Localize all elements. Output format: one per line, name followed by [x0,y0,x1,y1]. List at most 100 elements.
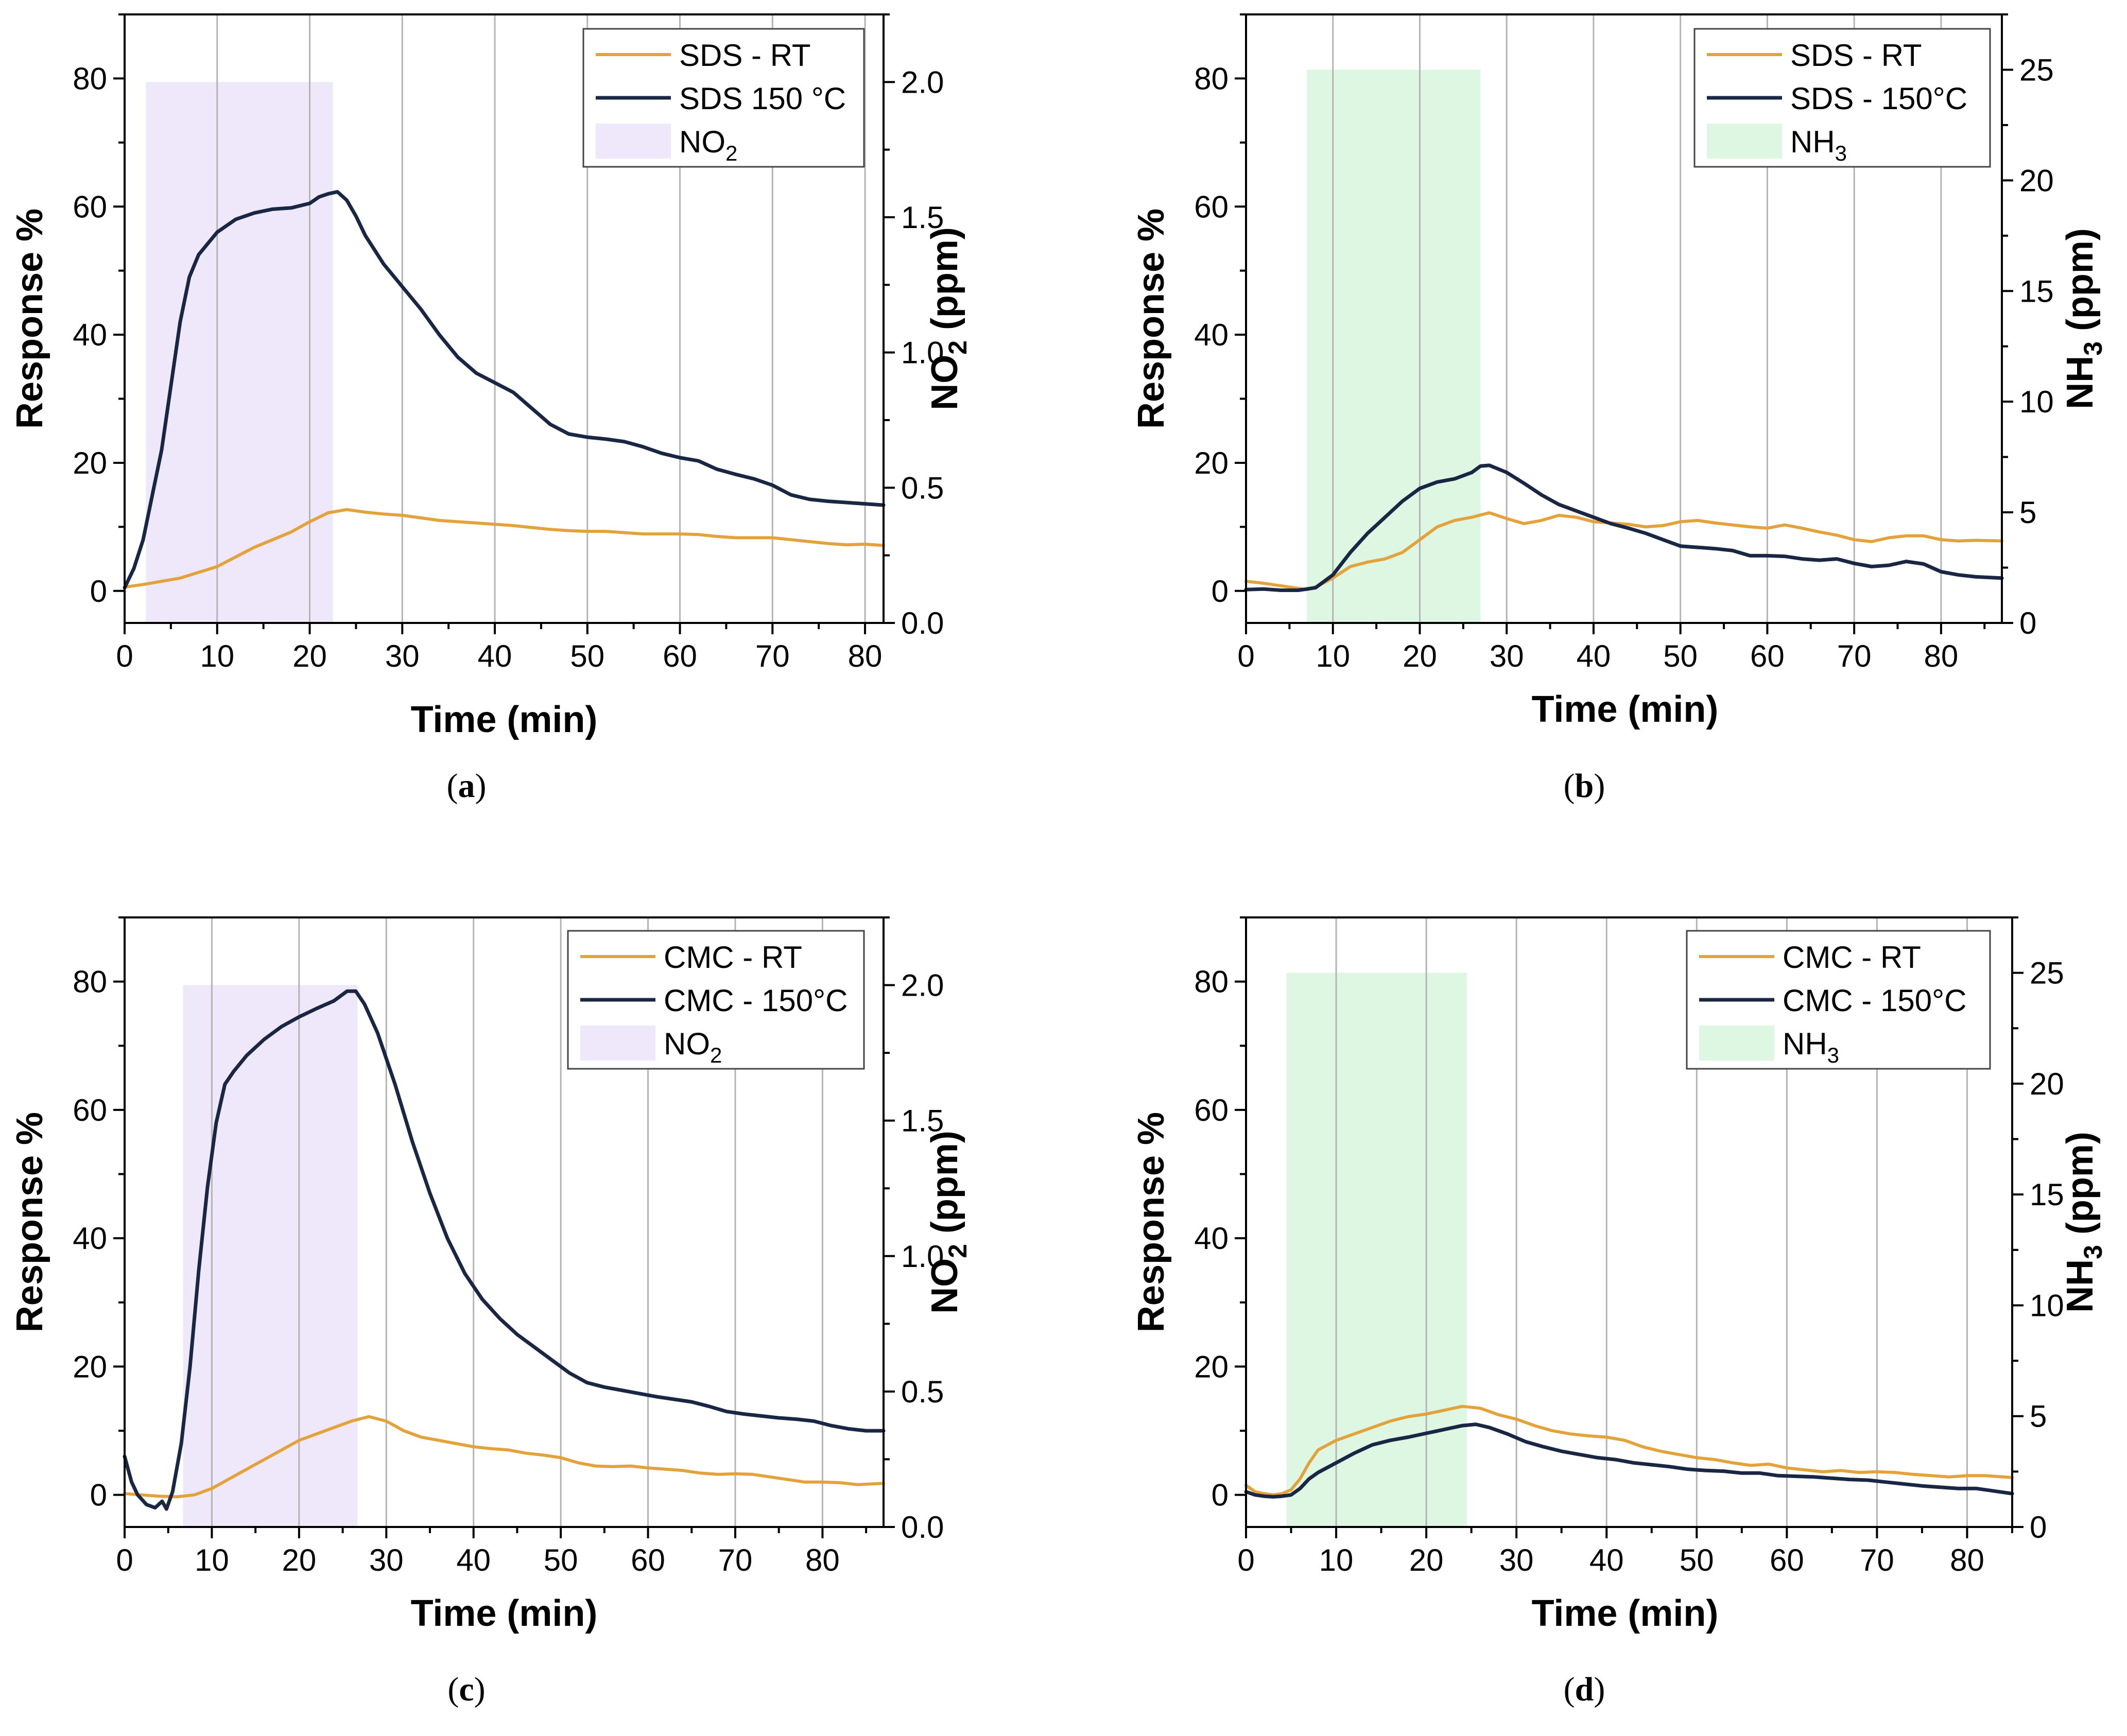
series-line-rt [1244,1404,2014,1497]
y-tick-label: 0 [90,574,107,609]
x-tick-label: 20 [1403,639,1437,673]
chart-panel-c: 0 10 20 30 40 50 60 70 80 0 20 40 60 80 0.0 0.5 1.0 1.5 2.… [9,916,972,1708]
y-tick-label: 20 [1194,1349,1229,1384]
x-tick-label: 70 [718,1543,753,1577]
y-tick-label: 0 [90,1478,107,1513]
y-tick-label: 60 [73,189,107,224]
y2-tick-label: 0 [2019,606,2036,640]
x-tick-label: 20 [282,1543,316,1577]
y2-tick-label: 0.0 [901,606,944,640]
x-tick-label: 0 [1237,639,1254,673]
chart-panel-b: 0 10 20 30 40 50 60 70 80 0 20 40 60 80 0 5 10 15 20 25 Time… [1131,13,2107,805]
x-tick-label: 60 [663,639,697,673]
chart-panel-a: 0 10 20 30 40 50 60 70 80 0 20 40 60 80 0.0 0.5 1.0 1.5 2.… [9,13,972,805]
legend: SDS - RT SDS - 150°C NH3 [1693,28,1991,168]
y2-tick-label: 0.0 [901,1510,944,1544]
x-tick-label: 10 [195,1543,229,1577]
x-tick-label: 10 [1319,1543,1354,1577]
legend-swatch-no2 [580,1026,655,1061]
legend-label-subscript: 2 [725,141,737,165]
y-tick-label: 0 [1212,574,1229,609]
caption-open-paren: ( [1564,1671,1575,1708]
legend-label: CMC - RT [1783,940,1921,975]
legend-label: SDS 150 °C [679,81,846,116]
series-line-rt [123,1415,885,1499]
legend-label-text: SDS - RT [679,38,811,73]
x-tick-label: 40 [478,639,512,673]
x-tick-label: 0 [116,1543,133,1577]
y2-axis-title: NH3 (ppm) [2060,1132,2107,1313]
legend-label: SDS - 150°C [1790,81,1967,116]
x-tick-label: 20 [292,639,327,673]
y2-tick-label: 15 [2019,274,2054,308]
y2-title-subscript: 3 [2079,341,2107,356]
legend: SDS - RT SDS 150 °C NO2 [582,28,865,168]
y2-title-unit: (ppm) [2060,1132,2101,1245]
caption-close-paren: ) [1594,1671,1605,1708]
y-tick-label: 60 [1194,1093,1229,1127]
y-tick-label: 20 [1194,446,1229,480]
caption-letter: a [458,767,475,805]
chart-panel-d: 0 10 20 30 40 50 60 70 80 0 20 40 60 80 0 5 10 15 20 25 Time… [1131,916,2107,1708]
y-tick-label: 80 [1194,965,1229,999]
legend-label-text: NH [1790,125,1835,159]
y-tick-label: 60 [1194,189,1229,224]
x-tick-label: 30 [385,639,420,673]
legend-label: SDS - RT [1790,38,1922,73]
caption-open-paren: ( [1564,767,1575,805]
legend-label: CMC - RT [664,940,802,975]
y2-tick-label: 10 [2019,385,2054,419]
legend-label-text: SDS 150 °C [679,81,846,116]
legend-label-text: NH [1783,1027,1827,1061]
x-tick-label: 0 [116,639,133,673]
x-tick-label: 40 [456,1543,491,1577]
caption-letter: b [1575,767,1594,805]
gas-exposure-window [183,985,358,1527]
y-tick-label: 40 [1194,318,1229,352]
y2-title-base: NO [924,355,965,410]
y2-tick-label: 25 [2019,53,2054,87]
y2-axis-title: NO2 (ppm) [924,227,972,410]
y2-axis-title: NO2 (ppm) [924,1131,972,1314]
legend-label: CMC - 150°C [1783,983,1966,1018]
y2-title-unit: (ppm) [2060,228,2101,341]
plot-frame [124,13,885,624]
gas-exposure-window [1286,973,1467,1527]
series-line-rt [123,508,885,589]
caption-close-paren: ) [474,1671,486,1708]
legend-label-subscript: 3 [1827,1043,1839,1067]
caption-open-paren: ( [447,1671,459,1708]
x-axis-title: Time (min) [411,699,598,740]
legend-label: NH3 [1783,1027,1839,1067]
x-tick-label: 60 [1750,639,1785,673]
y2-tick-label: 2.0 [901,968,944,1003]
legend-label: NO2 [664,1027,722,1067]
caption-open-paren: ( [447,767,458,805]
y2-tick-label: 20 [2030,1067,2064,1101]
legend-label-subscript: 2 [710,1043,722,1067]
x-tick-label: 30 [1490,639,1524,673]
series-line-hot [123,190,886,590]
panel-caption: (a) [447,767,487,805]
legend-label: NO2 [679,125,737,165]
legend: CMC - RT CMC - 150°C NO2 [567,930,865,1070]
x-tick-label: 50 [570,639,604,673]
x-tick-label: 40 [1589,1543,1624,1577]
y2-title-subscript: 3 [2079,1245,2107,1259]
legend-label: SDS - RT [679,38,811,73]
y2-title-base: NO [924,1258,965,1314]
x-tick-label: 60 [1770,1543,1804,1577]
x-tick-label: 80 [1950,1543,1984,1577]
series-line-hot [123,989,886,1511]
y-tick-label: 20 [73,1349,107,1384]
y2-title-unit: (ppm) [924,227,965,340]
legend: CMC - RT CMC - 150°C NH3 [1686,930,1991,1070]
x-axis-title: Time (min) [1532,1593,1719,1634]
legend-label-text: SDS - RT [1790,38,1922,73]
x-tick-label: 70 [1860,1543,1894,1577]
y-tick-label: 80 [73,61,107,96]
legend-label-text: SDS - 150°C [1790,81,1967,116]
y-tick-label: 80 [1194,61,1229,96]
x-tick-label: 80 [1924,639,1959,673]
y-tick-label: 80 [73,965,107,999]
